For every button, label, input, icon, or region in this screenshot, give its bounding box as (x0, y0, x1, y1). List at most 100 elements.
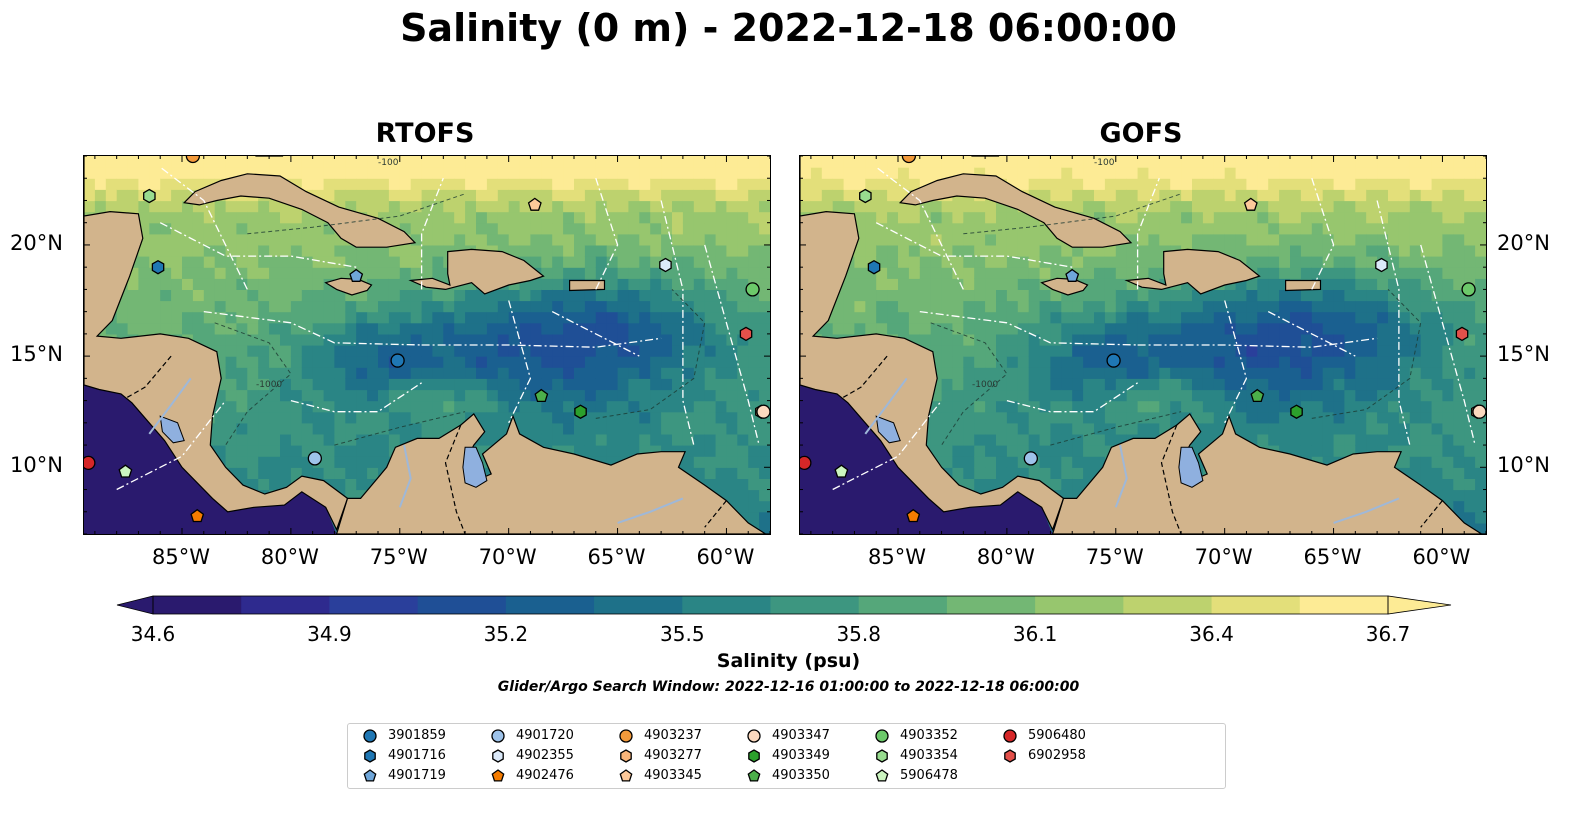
legend-label: 4903349 (772, 748, 830, 763)
float-marker-6902958 (739, 326, 753, 342)
salinity-map-rtofs: -1000 -100 (84, 156, 770, 534)
pacific-ocean (800, 385, 1053, 534)
circle-marker-icon (875, 729, 889, 743)
contour-label: -100 (1094, 158, 1115, 168)
float-marker-5906478 (834, 464, 849, 478)
float-marker-4903347 (756, 404, 770, 419)
legend-label: 4903347 (772, 728, 830, 743)
colorbar-segment (153, 596, 242, 614)
float-marker-4903349 (574, 404, 587, 419)
lon-tick-label: 60°W (1412, 545, 1471, 569)
salinity-map-gofs: -1000 -100 (800, 156, 1486, 534)
pentagon-marker-icon (363, 769, 377, 782)
legend-label: 4903277 (644, 748, 702, 763)
colorbar-segment (505, 596, 595, 614)
float-marker-3901859 (390, 353, 405, 368)
colorbar-label: Salinity (psu) (716, 650, 861, 672)
float-marker-4902476 (190, 508, 205, 523)
legend-label: 4903352 (900, 728, 958, 743)
colorbar-segment (946, 596, 1036, 614)
lon-tick-label: 75°W (1085, 545, 1144, 569)
panel-title-rtofs: RTOFS (375, 118, 475, 149)
float-marker-4901720 (307, 451, 322, 466)
colorbar-segment (417, 596, 507, 614)
colorbar-segment (770, 596, 860, 614)
colorbar-segment (329, 596, 419, 614)
colorbar (116, 595, 1452, 615)
float-markers (84, 156, 770, 523)
float-marker-4901716 (151, 259, 165, 275)
circle-marker-icon (1003, 729, 1017, 743)
hexagon-marker-icon (748, 749, 760, 763)
pentagon-marker-icon (747, 769, 761, 782)
colorbar-tick-label: 34.9 (307, 622, 352, 646)
lon-tick-label: 75°W (369, 545, 428, 569)
hexagon-marker-icon (492, 749, 504, 763)
float-legend: 3901859 4901716 4901719 4901720 4902355 49024… (347, 723, 1226, 789)
hexagon-marker-icon (876, 749, 888, 763)
colorbar-segment (1299, 596, 1389, 614)
float-marker-5906480 (84, 455, 96, 470)
lon-tick-label: 65°W (587, 545, 646, 569)
colorbar-tick-label: 36.4 (1189, 622, 1234, 646)
legend-label: 4903350 (772, 768, 830, 783)
lon-tick-label: 70°W (1194, 545, 1253, 569)
colorbar-segment (1035, 596, 1124, 614)
bathymetry-contours (930, 193, 1422, 446)
pacific-ocean (84, 385, 337, 534)
float-marker-4902476 (906, 508, 921, 523)
float-marker-4903237 (185, 156, 201, 164)
legend-label: 4902355 (516, 748, 574, 763)
float-marker-4903345 (527, 197, 542, 211)
float-marker-4903345 (1243, 197, 1258, 211)
colorbar-segment (1123, 596, 1213, 614)
circle-marker-icon (491, 729, 505, 743)
float-marker-4901719 (1065, 268, 1080, 282)
colorbar-tick-label: 35.8 (836, 622, 881, 646)
pentagon-marker-icon (875, 769, 889, 782)
colorbar-extend-low (116, 595, 154, 615)
float-markers (800, 156, 1486, 523)
float-marker-4903237 (901, 156, 917, 164)
colorbar-tick-label: 35.2 (483, 622, 529, 646)
search-window-note: Glider/Argo Search Window: 2022-12-16 01… (497, 679, 1080, 695)
contour-label: -1000 (256, 380, 282, 390)
circle-marker-icon (363, 729, 377, 743)
legend-label: 4903237 (644, 728, 702, 743)
lon-tick-label: 65°W (1303, 545, 1362, 569)
float-marker-4903349 (1290, 404, 1303, 419)
legend-label: 4901719 (388, 768, 446, 783)
contour-label: -1000 (972, 380, 998, 390)
hexagon-marker-icon (364, 749, 376, 763)
figure-title: Salinity (0 m) - 2022-12-18 06:00:00 (400, 6, 1177, 50)
lon-tick-label: 80°W (976, 545, 1035, 569)
float-marker-4901716 (867, 259, 881, 275)
colorbar-tick-label: 36.7 (1365, 622, 1411, 646)
colorbar-extend-high (1387, 595, 1452, 615)
float-marker-3901859 (1106, 353, 1121, 368)
lon-tick-label: 85°W (868, 545, 926, 569)
float-marker-4903347 (1472, 404, 1486, 419)
eez-boundaries (832, 166, 1476, 491)
float-marker-4903352 (1461, 282, 1476, 297)
lon-tick-label: 80°W (260, 545, 319, 569)
legend-label: 4901720 (516, 728, 574, 743)
float-marker-4903350 (1250, 388, 1265, 403)
lat-tick-label-left: 10°N (10, 453, 63, 478)
colorbar-segment (594, 596, 683, 614)
pentagon-marker-icon (619, 769, 633, 782)
lat-tick-label-left: 20°N (10, 230, 63, 255)
circle-marker-icon (747, 729, 761, 743)
float-marker-4901720 (1023, 451, 1038, 466)
land-masses (84, 156, 770, 534)
hexagon-marker-icon (620, 749, 632, 763)
frame-ticks (84, 156, 770, 534)
lat-tick-label-right: 20°N (1497, 230, 1550, 255)
panel-title-gofs: GOFS (1099, 118, 1183, 149)
colorbar-segment (682, 596, 771, 614)
lat-tick-label-right: 15°N (1497, 342, 1550, 367)
float-marker-4902355 (1375, 257, 1388, 273)
lon-tick-label: 70°W (478, 545, 537, 569)
bathymetry-contours (214, 193, 706, 446)
float-marker-4903354 (859, 188, 872, 204)
